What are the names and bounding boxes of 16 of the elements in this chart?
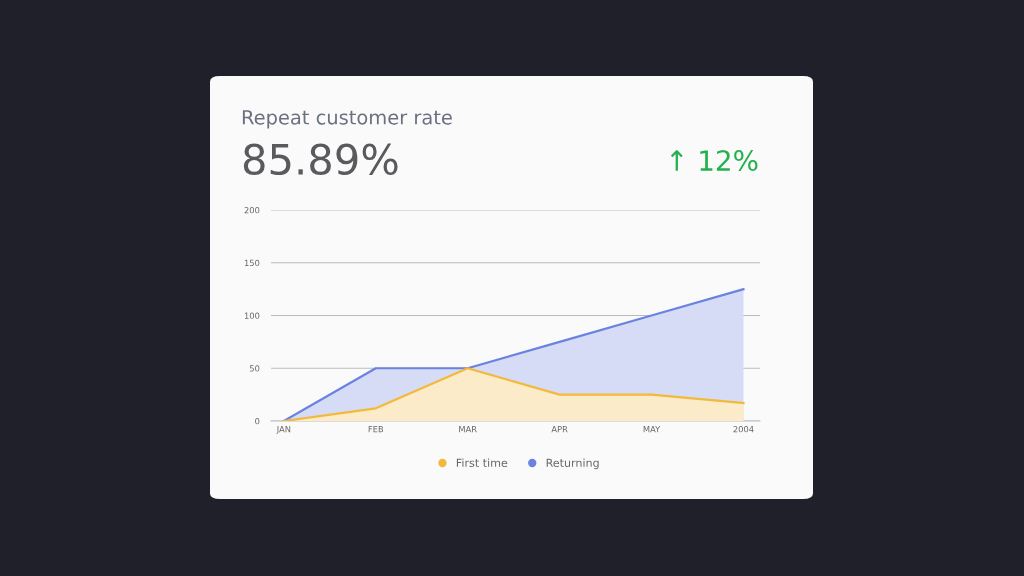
y-tick-label: 100 [244, 312, 260, 319]
y-tick-label: 0 [255, 417, 260, 425]
text: ↑ 12% [670, 150, 758, 172]
x-tick-label: JAN [276, 426, 291, 434]
legend-label: First time [456, 458, 508, 468]
y-tick-label: 50 [249, 365, 260, 372]
chart-title: Repeat customer rate [242, 110, 452, 129]
x-tick-label: MAR [459, 426, 477, 433]
x-tick-label: FEB [368, 426, 384, 433]
legend-label: Returning [546, 458, 599, 470]
x-tick-label: MAY [643, 426, 661, 433]
text: 85.89% [243, 143, 398, 176]
y-tick-label: 200 [244, 206, 260, 214]
y-tick-label: 150 [244, 259, 260, 267]
x-tick-label: 2004 [733, 426, 754, 433]
x-tick-label: APR [551, 426, 568, 433]
